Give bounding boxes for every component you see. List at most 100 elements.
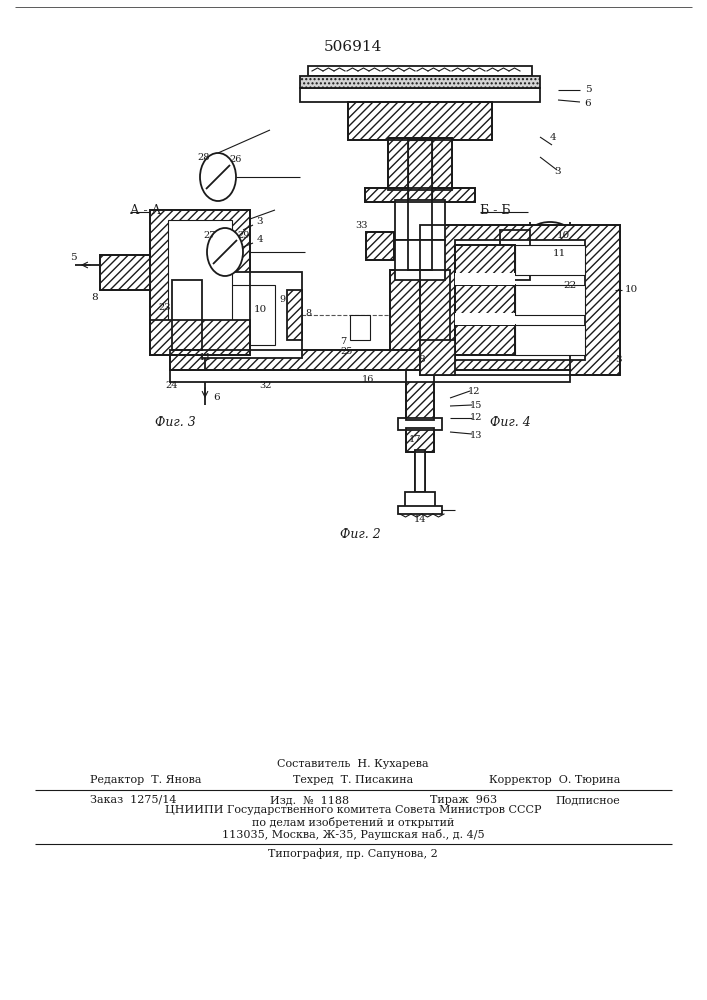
- Text: 3: 3: [555, 167, 561, 176]
- Text: Фиг. 4: Фиг. 4: [490, 416, 530, 430]
- Bar: [202, 272, 302, 358]
- Bar: [408, 140, 432, 270]
- Bar: [202, 290, 217, 340]
- Ellipse shape: [530, 222, 570, 244]
- Text: 4: 4: [257, 235, 263, 244]
- Text: 9: 9: [279, 296, 285, 304]
- Text: А - А: А - А: [130, 204, 161, 217]
- Ellipse shape: [530, 266, 570, 288]
- Bar: [455, 285, 515, 315]
- Text: 14: 14: [414, 516, 426, 524]
- Text: 3: 3: [615, 356, 621, 364]
- Text: 10: 10: [556, 231, 570, 239]
- Bar: [515, 325, 585, 355]
- Bar: [455, 285, 515, 315]
- Bar: [365, 188, 475, 202]
- Bar: [390, 270, 450, 350]
- Bar: [500, 230, 530, 280]
- Text: Изд.  №  1188: Изд. № 1188: [270, 795, 349, 805]
- Bar: [500, 230, 530, 280]
- Bar: [398, 506, 442, 514]
- Text: 32: 32: [259, 381, 271, 390]
- Text: 33: 33: [356, 221, 368, 230]
- Bar: [150, 320, 250, 355]
- Text: 11: 11: [199, 354, 211, 362]
- Text: 7: 7: [340, 338, 346, 347]
- Bar: [350, 315, 370, 340]
- Bar: [420, 340, 455, 375]
- Text: 506914: 506914: [324, 40, 382, 54]
- Bar: [172, 280, 202, 350]
- Text: 28: 28: [198, 153, 210, 162]
- Bar: [300, 76, 540, 88]
- Bar: [455, 325, 515, 355]
- Text: 5: 5: [585, 86, 591, 95]
- Text: 23: 23: [159, 304, 171, 312]
- Text: 11: 11: [552, 249, 566, 258]
- Bar: [172, 280, 202, 350]
- Bar: [170, 370, 570, 382]
- Bar: [455, 313, 515, 325]
- Text: 8: 8: [305, 310, 311, 318]
- Bar: [515, 245, 585, 275]
- Bar: [406, 370, 434, 420]
- Bar: [406, 370, 434, 420]
- Text: 15: 15: [470, 401, 482, 410]
- Bar: [366, 232, 394, 260]
- Text: 17: 17: [409, 436, 421, 444]
- Bar: [300, 88, 540, 102]
- Bar: [420, 225, 620, 375]
- Text: 12: 12: [468, 386, 480, 395]
- Text: 27: 27: [204, 231, 216, 239]
- Text: 13: 13: [469, 430, 482, 440]
- Text: 16: 16: [362, 375, 374, 384]
- Bar: [455, 245, 515, 275]
- Ellipse shape: [207, 228, 243, 276]
- Text: 8: 8: [92, 292, 98, 302]
- Text: Корректор  О. Тюрина: Корректор О. Тюрина: [489, 775, 620, 785]
- Text: 24: 24: [165, 380, 178, 389]
- Bar: [170, 350, 570, 370]
- Bar: [408, 140, 432, 270]
- Text: Составитель  Н. Кухарева: Составитель Н. Кухарева: [277, 759, 429, 769]
- Bar: [150, 210, 250, 355]
- Bar: [455, 245, 515, 275]
- Text: Фиг. 3: Фиг. 3: [155, 416, 195, 430]
- Text: 12: 12: [469, 414, 482, 422]
- Bar: [100, 255, 150, 290]
- Text: Техред  Т. Писакина: Техред Т. Писакина: [293, 775, 413, 785]
- Text: Б - Б: Б - Б: [480, 204, 510, 217]
- Bar: [365, 188, 475, 202]
- Text: 26: 26: [230, 154, 243, 163]
- Bar: [348, 102, 492, 140]
- Bar: [168, 220, 232, 345]
- Bar: [455, 325, 515, 355]
- Text: 113035, Москва, Ж-35, Раушская наб., д. 4/5: 113035, Москва, Ж-35, Раушская наб., д. …: [222, 828, 484, 840]
- Text: Заказ  1275/14: Заказ 1275/14: [90, 795, 177, 805]
- Bar: [395, 240, 445, 280]
- Bar: [515, 285, 585, 315]
- Bar: [170, 350, 570, 370]
- Bar: [390, 270, 450, 350]
- Text: 10: 10: [625, 286, 638, 294]
- Bar: [348, 102, 492, 140]
- Bar: [406, 428, 434, 452]
- Bar: [455, 273, 515, 285]
- Bar: [406, 428, 434, 452]
- Bar: [287, 290, 302, 340]
- Bar: [395, 200, 445, 240]
- Bar: [100, 255, 150, 290]
- Bar: [150, 210, 250, 355]
- Text: ЦНИИПИ Государственного комитета Совета Министров СССР: ЦНИИПИ Государственного комитета Совета …: [165, 805, 542, 815]
- Bar: [420, 225, 620, 375]
- Text: Фиг. 2: Фиг. 2: [339, 528, 380, 541]
- Text: Редактор  Т. Янова: Редактор Т. Янова: [90, 775, 201, 785]
- Bar: [398, 418, 442, 430]
- Text: 10: 10: [253, 306, 267, 314]
- Ellipse shape: [530, 288, 570, 310]
- Ellipse shape: [530, 244, 570, 266]
- Text: 8: 8: [419, 356, 426, 364]
- Text: 4: 4: [549, 133, 556, 142]
- Bar: [366, 232, 394, 260]
- Text: 3: 3: [257, 218, 263, 227]
